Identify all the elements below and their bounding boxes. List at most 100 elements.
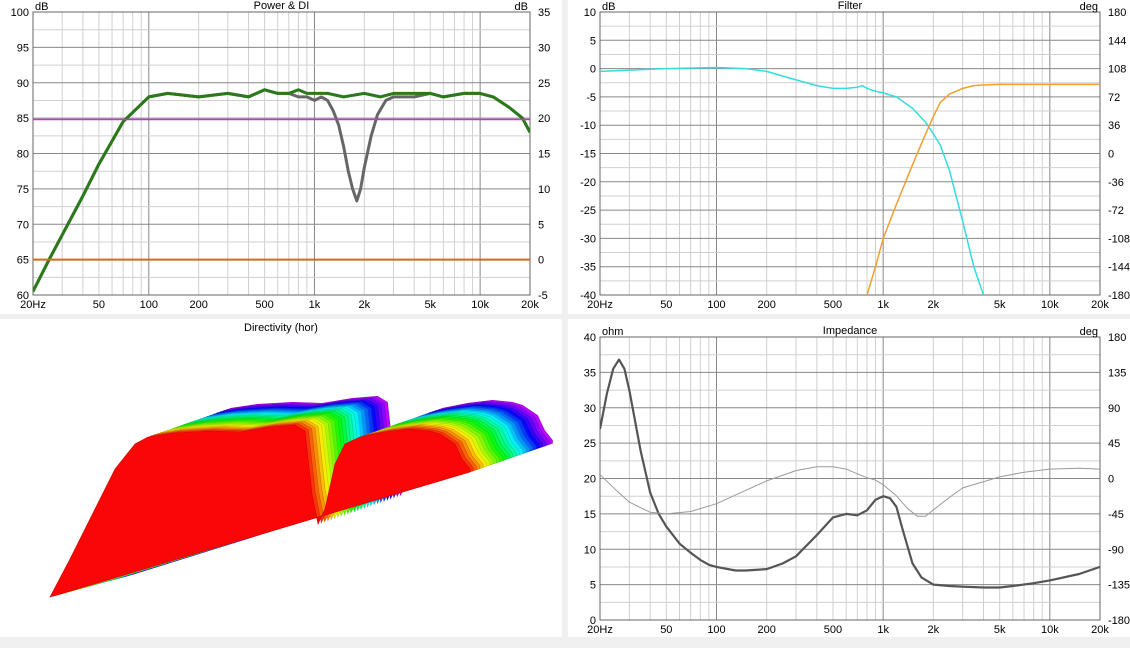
series-line	[33, 88, 530, 293]
y-tick-label-left: 65	[17, 255, 29, 267]
plot-frame	[32, 11, 531, 296]
x-tick-label: 50	[660, 299, 672, 311]
y-tick-label-right: -45	[1108, 509, 1124, 521]
y-tick-label-left: 95	[17, 42, 29, 54]
x-tick-label: 1k	[309, 299, 321, 311]
y-tick-label-left: 40	[584, 332, 596, 344]
x-tick-label: 50	[93, 299, 105, 311]
x-tick-label: 500	[824, 299, 842, 311]
x-tick-label: 20k	[521, 299, 539, 311]
y-unit-left: ohm	[602, 326, 623, 338]
y-tick-label-left: 20	[584, 474, 596, 486]
y-tick-label-left: -20	[580, 177, 596, 189]
y-tick-label-right: 135	[1108, 367, 1126, 379]
chart-title: Power & DI	[254, 0, 310, 12]
y-tick-label-left: 0	[590, 64, 596, 76]
y-tick-label-left: 90	[17, 78, 29, 90]
y-tick-label-right: -135	[1108, 580, 1130, 592]
y-tick-label-right: 0	[538, 255, 544, 267]
y-tick-label-left: 70	[17, 219, 29, 231]
filter-panel: -40 -35 -30 -25 -20 -15 -10 -5 0 5 10 -180 -144 -108 -…	[568, 0, 1130, 314]
x-tick-label: 20Hz	[20, 299, 46, 311]
x-tick-label: 20Hz	[587, 299, 613, 311]
y-tick-label-left: 5	[590, 580, 596, 592]
x-tick-label: 10k	[471, 299, 489, 311]
x-tick-label: 20Hz	[587, 624, 613, 636]
directivity-title: Directivity (hor)	[244, 322, 318, 334]
series-line	[600, 466, 1100, 517]
directivity-panel: Directivity (hor)	[0, 319, 562, 637]
y-tick-label-left: 60	[17, 290, 29, 302]
chart-title: Filter	[838, 0, 863, 12]
y-tick-label-right: 35	[538, 7, 550, 19]
y-tick-label-right: -180	[1108, 615, 1130, 627]
x-tick-label: 5k	[994, 624, 1006, 636]
x-tick-label: 500	[824, 624, 842, 636]
y-tick-label-right: 45	[1108, 438, 1120, 450]
directivity-slice	[49, 424, 471, 598]
x-tick-label: 1k	[877, 299, 889, 311]
series-line	[600, 66, 985, 295]
plot-frame	[599, 11, 1101, 296]
y-tick-label-left: -30	[580, 233, 596, 245]
x-tick-label: 500	[255, 299, 273, 311]
power-di-chart: 60 65 70 75 80 85 90 95 100 -5 0 5 10 15 20 25 30 35 20Hz 5…	[11, 0, 551, 311]
y-tick-label-right: 144	[1108, 35, 1126, 47]
y-tick-label-right: 108	[1108, 64, 1126, 76]
y-tick-label-right: 20	[538, 113, 550, 125]
y-tick-label-right: 10	[538, 184, 550, 196]
impedance-chart: 0 5 10 15 20 25 30 35 40 -180 -135 -90 -45 0 45 90 135 18…	[584, 325, 1130, 636]
x-tick-label: 5k	[994, 299, 1006, 311]
y-tick-label-left: 10	[584, 7, 596, 19]
x-tick-label: 5k	[424, 299, 436, 311]
y-tick-label-right: -90	[1108, 544, 1124, 556]
x-tick-label: 100	[140, 299, 158, 311]
x-tick-label: 50	[660, 624, 672, 636]
y-tick-label-left: -15	[580, 149, 596, 161]
y-tick-label-right: -180	[1108, 290, 1130, 302]
x-tick-label: 2k	[928, 299, 940, 311]
series-line	[600, 358, 1100, 589]
x-tick-label: 200	[189, 299, 207, 311]
y-tick-label-right: 15	[538, 149, 550, 161]
y-tick-label-left: -40	[580, 290, 596, 302]
y-tick-label-right: -72	[1108, 205, 1124, 217]
y-tick-label-right: 5	[538, 219, 544, 231]
x-tick-label: 2k	[359, 299, 371, 311]
y-tick-label-left: 25	[584, 438, 596, 450]
x-tick-label: 20k	[1091, 624, 1109, 636]
directivity-chart: Directivity (hor)	[49, 322, 553, 598]
y-tick-label-left: -5	[586, 92, 596, 104]
y-tick-label-right: 36	[1108, 120, 1120, 132]
chart-title: Impedance	[823, 325, 877, 337]
y-tick-label-right: 0	[1108, 474, 1114, 486]
y-tick-label-left: 35	[584, 367, 596, 379]
plot-frame	[599, 336, 1101, 621]
y-tick-label-left: 80	[17, 149, 29, 161]
y-tick-label-left: 5	[590, 35, 596, 47]
y-tick-label-right: -36	[1108, 177, 1124, 189]
y-tick-label-right: 180	[1108, 7, 1126, 19]
y-tick-label-left: -35	[580, 262, 596, 274]
x-tick-label: 100	[707, 624, 725, 636]
y-tick-label-left: -25	[580, 205, 596, 217]
y-unit-left: dB	[602, 1, 615, 13]
y-unit-left: dB	[35, 1, 48, 13]
x-tick-label: 20k	[1091, 299, 1109, 311]
y-tick-label-right: 90	[1108, 403, 1120, 415]
y-unit-right: deg	[1080, 326, 1098, 338]
x-tick-label: 200	[757, 624, 775, 636]
directivity-waterfall	[49, 395, 553, 598]
y-tick-label-left: 15	[584, 509, 596, 521]
y-tick-label-right: -144	[1108, 262, 1130, 274]
impedance-panel: 0 5 10 15 20 25 30 35 40 -180 -135 -90 -45 0 45 90 135 18…	[568, 319, 1130, 637]
x-tick-label: 200	[757, 299, 775, 311]
x-tick-label: 10k	[1041, 299, 1059, 311]
x-tick-label: 1k	[877, 624, 889, 636]
y-unit-right: dB	[515, 1, 528, 13]
y-tick-label-right: 180	[1108, 332, 1126, 344]
y-tick-label-left: -10	[580, 120, 596, 132]
y-tick-label-left: 30	[584, 403, 596, 415]
y-unit-right: deg	[1080, 1, 1098, 13]
y-tick-label-right: -5	[538, 290, 548, 302]
